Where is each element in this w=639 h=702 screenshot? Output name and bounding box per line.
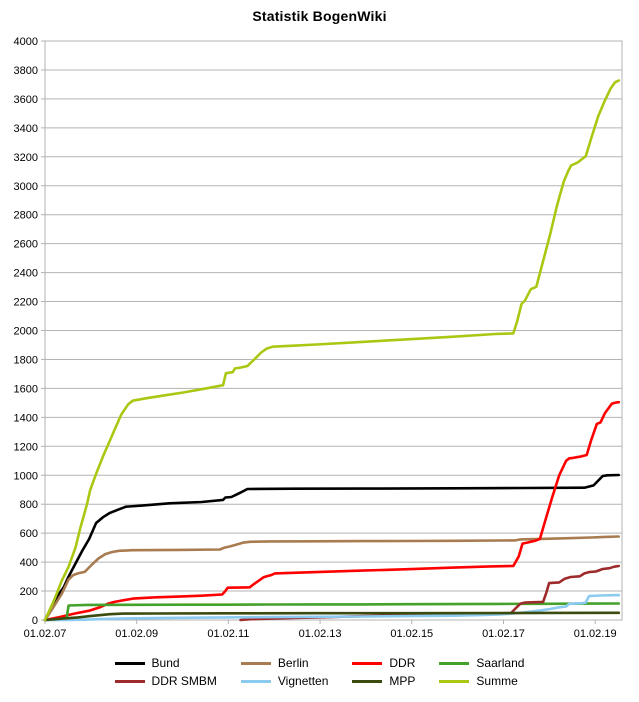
y-tick-label: 2400 xyxy=(14,268,38,280)
x-tick-label: 01.02.13 xyxy=(299,628,342,640)
y-tick-label: 3200 xyxy=(14,152,38,164)
legend-swatch-icon xyxy=(114,661,145,665)
legend-item-ddr: DDR xyxy=(352,656,415,670)
legend-item-summe: Summe xyxy=(439,674,524,688)
x-tick-label: 01.02.15 xyxy=(390,628,433,640)
legend-label: Berlin xyxy=(277,656,309,670)
legend-swatch-icon xyxy=(352,661,383,665)
plot-border xyxy=(44,40,623,621)
legend-label: Bund xyxy=(151,656,180,670)
legend-swatch-icon xyxy=(439,679,470,683)
legend-label: Vignetten xyxy=(277,674,329,688)
series-line-bund xyxy=(43,473,621,622)
y-tick-label: 3000 xyxy=(14,181,38,193)
y-tick-label: 800 xyxy=(20,499,38,511)
y-tick-label: 1800 xyxy=(14,354,38,366)
y-tick-label: 0 xyxy=(32,615,38,627)
x-tick-label: 01.02.09 xyxy=(115,628,158,640)
chart-plot-area: 0 200 400 600 800 1000 1200 1400 1600 1800 2000 220… xyxy=(14,36,623,640)
y-tick-label: 2200 xyxy=(14,297,38,309)
x-tick-label: 01.02.19 xyxy=(574,628,617,640)
y-tick-label: 4000 xyxy=(14,36,38,48)
legend-item-mpp: MPP xyxy=(352,674,415,688)
chart-legend: Bund Berlin DDR Saarland DDR SMBM Vignetten MP… xyxy=(0,656,639,688)
series-line-berlin xyxy=(43,535,621,622)
series-line-vignetten xyxy=(43,593,621,622)
y-tick-label: 3600 xyxy=(14,94,38,106)
legend-swatch-icon xyxy=(240,679,271,683)
x-tick-label: 01.02.07 xyxy=(24,628,67,640)
legend-item-berlin: Berlin xyxy=(240,656,329,670)
series-line-mpp xyxy=(43,611,621,622)
y-tick-label: 600 xyxy=(20,528,38,540)
legend-item-saarland: Saarland xyxy=(439,656,524,670)
y-tick-label: 3800 xyxy=(14,65,38,77)
chart-title: Statistik BogenWiki xyxy=(252,8,387,24)
legend-swatch-icon xyxy=(114,679,145,683)
legend-swatch-icon xyxy=(352,679,383,683)
y-tick-label: 200 xyxy=(20,586,38,598)
x-tick-label: 01.02.11 xyxy=(207,628,249,640)
legend-item-vignetten: Vignetten xyxy=(240,674,329,688)
y-tick-label: 2800 xyxy=(14,210,38,222)
y-tick-label: 2000 xyxy=(14,326,38,338)
legend-item-ddr-smbm: DDR SMBM xyxy=(114,674,217,688)
series-line-ddr xyxy=(43,400,621,622)
legend-label: DDR SMBM xyxy=(151,674,217,688)
y-tick-label: 1000 xyxy=(14,470,38,482)
legend-label: Saarland xyxy=(476,656,525,670)
y-tick-label: 400 xyxy=(20,557,38,569)
y-tick-label: 1400 xyxy=(14,412,38,424)
y-tick-label: 1200 xyxy=(14,441,38,453)
legend-label: DDR xyxy=(389,656,416,670)
legend-label: Summe xyxy=(476,674,518,688)
legend-swatch-icon xyxy=(439,661,470,665)
y-tick-label: 3400 xyxy=(14,123,38,135)
legend-item-bund: Bund xyxy=(114,656,217,670)
legend-swatch-icon xyxy=(240,661,271,665)
series-line-summe xyxy=(43,79,621,622)
y-tick-label: 1600 xyxy=(14,383,38,395)
x-tick-label: 01.02.17 xyxy=(482,628,525,640)
y-tick-label: 2600 xyxy=(14,239,38,251)
legend-label: MPP xyxy=(389,674,416,688)
